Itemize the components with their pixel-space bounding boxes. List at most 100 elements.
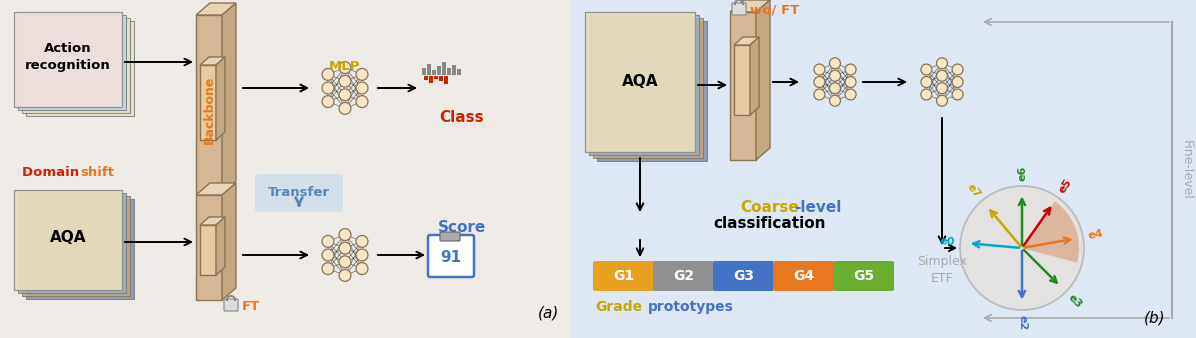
- Bar: [422, 68, 426, 75]
- Text: (b): (b): [1145, 311, 1166, 325]
- Bar: [444, 76, 447, 84]
- FancyBboxPatch shape: [588, 15, 698, 155]
- Text: -level: -level: [794, 200, 841, 216]
- Circle shape: [921, 89, 932, 100]
- Bar: [447, 68, 451, 75]
- Circle shape: [322, 69, 334, 80]
- Polygon shape: [216, 217, 225, 275]
- Circle shape: [322, 82, 334, 94]
- Polygon shape: [734, 37, 759, 45]
- Polygon shape: [750, 37, 759, 115]
- Bar: [570, 0, 1196, 338]
- Text: (a): (a): [538, 306, 560, 320]
- Circle shape: [936, 58, 947, 69]
- Circle shape: [338, 269, 350, 281]
- Text: 91: 91: [440, 250, 462, 266]
- Bar: [443, 62, 445, 75]
- Bar: [432, 70, 435, 75]
- Circle shape: [814, 64, 825, 75]
- Bar: [427, 64, 431, 75]
- Text: Fine-level: Fine-level: [1180, 140, 1192, 200]
- Circle shape: [356, 82, 368, 94]
- Circle shape: [952, 76, 963, 88]
- FancyBboxPatch shape: [428, 235, 474, 277]
- Polygon shape: [196, 183, 236, 195]
- Circle shape: [338, 256, 350, 268]
- Circle shape: [338, 102, 350, 114]
- Bar: [437, 66, 440, 75]
- Text: shift: shift: [80, 166, 114, 178]
- Circle shape: [338, 242, 350, 254]
- Text: G5: G5: [853, 269, 874, 283]
- Text: e4: e4: [1087, 229, 1104, 241]
- Polygon shape: [734, 45, 750, 115]
- Circle shape: [356, 263, 368, 274]
- Text: e3: e3: [1066, 292, 1084, 310]
- Text: Simplex
ETF: Simplex ETF: [917, 255, 966, 285]
- Text: Transfer: Transfer: [268, 186, 330, 198]
- FancyBboxPatch shape: [224, 299, 238, 311]
- Polygon shape: [196, 15, 222, 193]
- FancyBboxPatch shape: [255, 174, 343, 212]
- FancyBboxPatch shape: [26, 199, 134, 299]
- Circle shape: [356, 69, 368, 80]
- Wedge shape: [1023, 201, 1079, 263]
- Circle shape: [322, 236, 334, 247]
- Circle shape: [952, 89, 963, 100]
- FancyBboxPatch shape: [832, 261, 893, 291]
- FancyBboxPatch shape: [14, 190, 122, 290]
- Circle shape: [830, 83, 841, 94]
- Text: Grade: Grade: [594, 300, 642, 314]
- Text: wo/ FT: wo/ FT: [750, 3, 799, 17]
- FancyBboxPatch shape: [593, 261, 654, 291]
- FancyBboxPatch shape: [440, 232, 460, 241]
- Circle shape: [846, 89, 856, 100]
- Polygon shape: [200, 65, 216, 140]
- Circle shape: [846, 76, 856, 88]
- Text: Domain: Domain: [22, 166, 84, 178]
- Text: e6: e6: [1017, 165, 1027, 181]
- Circle shape: [338, 62, 350, 74]
- FancyBboxPatch shape: [713, 261, 774, 291]
- Circle shape: [936, 83, 947, 94]
- Circle shape: [830, 95, 841, 106]
- Polygon shape: [222, 3, 236, 193]
- Text: e2: e2: [1017, 315, 1027, 331]
- FancyBboxPatch shape: [593, 18, 703, 158]
- Circle shape: [322, 96, 334, 107]
- Text: prototypes: prototypes: [648, 300, 734, 314]
- Polygon shape: [200, 217, 225, 225]
- FancyBboxPatch shape: [22, 196, 130, 296]
- FancyBboxPatch shape: [585, 12, 695, 152]
- Polygon shape: [730, 0, 770, 12]
- Polygon shape: [196, 3, 236, 15]
- Polygon shape: [196, 195, 222, 300]
- Circle shape: [960, 186, 1084, 310]
- Bar: [425, 76, 427, 80]
- Circle shape: [338, 75, 350, 87]
- Polygon shape: [200, 57, 225, 65]
- Bar: [429, 76, 433, 83]
- Circle shape: [814, 76, 825, 88]
- Text: Coarse: Coarse: [740, 200, 799, 216]
- FancyBboxPatch shape: [597, 21, 707, 161]
- Bar: [0, 0, 570, 338]
- Text: e5: e5: [1056, 177, 1074, 196]
- Circle shape: [846, 64, 856, 75]
- Text: G4: G4: [793, 269, 814, 283]
- Polygon shape: [216, 57, 225, 140]
- FancyBboxPatch shape: [732, 3, 746, 15]
- Circle shape: [338, 228, 350, 241]
- FancyBboxPatch shape: [773, 261, 834, 291]
- Text: e0: e0: [939, 236, 956, 247]
- Text: Backbone: Backbone: [202, 76, 215, 144]
- Bar: [452, 65, 456, 75]
- Circle shape: [356, 96, 368, 107]
- FancyBboxPatch shape: [18, 193, 126, 293]
- Polygon shape: [200, 225, 216, 275]
- Circle shape: [322, 249, 334, 261]
- Circle shape: [936, 70, 947, 81]
- Polygon shape: [222, 183, 236, 300]
- Bar: [434, 76, 438, 79]
- Circle shape: [830, 58, 841, 69]
